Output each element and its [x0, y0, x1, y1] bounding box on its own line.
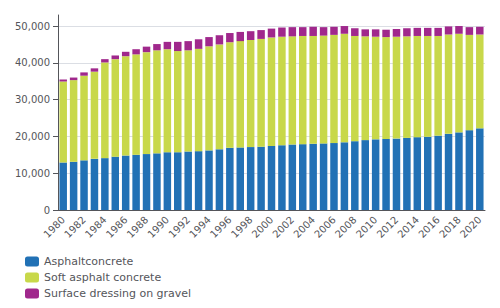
svg-text:2004: 2004 [291, 214, 317, 240]
svg-text:1994: 1994 [187, 214, 213, 240]
svg-text:2020: 2020 [458, 214, 484, 240]
svg-text:Surface dressing on gravel: Surface dressing on gravel [44, 287, 191, 300]
svg-text:2012: 2012 [375, 214, 401, 240]
svg-text:Soft asphalt concrete: Soft asphalt concrete [44, 271, 161, 284]
svg-text:2016: 2016 [416, 214, 442, 240]
svg-text:2010: 2010 [354, 214, 380, 240]
svg-text:1996: 1996 [208, 214, 234, 240]
svg-text:50,000: 50,000 [15, 21, 50, 32]
svg-text:1986: 1986 [104, 214, 130, 240]
svg-text:1990: 1990 [145, 214, 171, 240]
svg-text:Asphaltconcrete: Asphaltconcrete [44, 255, 133, 268]
svg-text:2002: 2002 [270, 214, 296, 240]
svg-text:1980: 1980 [41, 214, 67, 240]
svg-text:1984: 1984 [83, 214, 109, 240]
svg-text:30,000: 30,000 [15, 94, 50, 105]
svg-text:0: 0 [44, 205, 50, 216]
svg-text:20,000: 20,000 [15, 131, 50, 142]
svg-text:1998: 1998 [229, 214, 255, 240]
svg-text:1992: 1992 [166, 214, 192, 240]
svg-text:10,000: 10,000 [15, 168, 50, 179]
svg-text:1988: 1988 [125, 214, 151, 240]
svg-text:2006: 2006 [312, 214, 338, 240]
svg-text:2014: 2014 [395, 214, 421, 240]
svg-text:2000: 2000 [250, 214, 276, 240]
svg-text:2008: 2008 [333, 214, 359, 240]
svg-text:1982: 1982 [62, 214, 88, 240]
svg-text:40,000: 40,000 [15, 57, 50, 68]
svg-text:2018: 2018 [437, 214, 463, 240]
